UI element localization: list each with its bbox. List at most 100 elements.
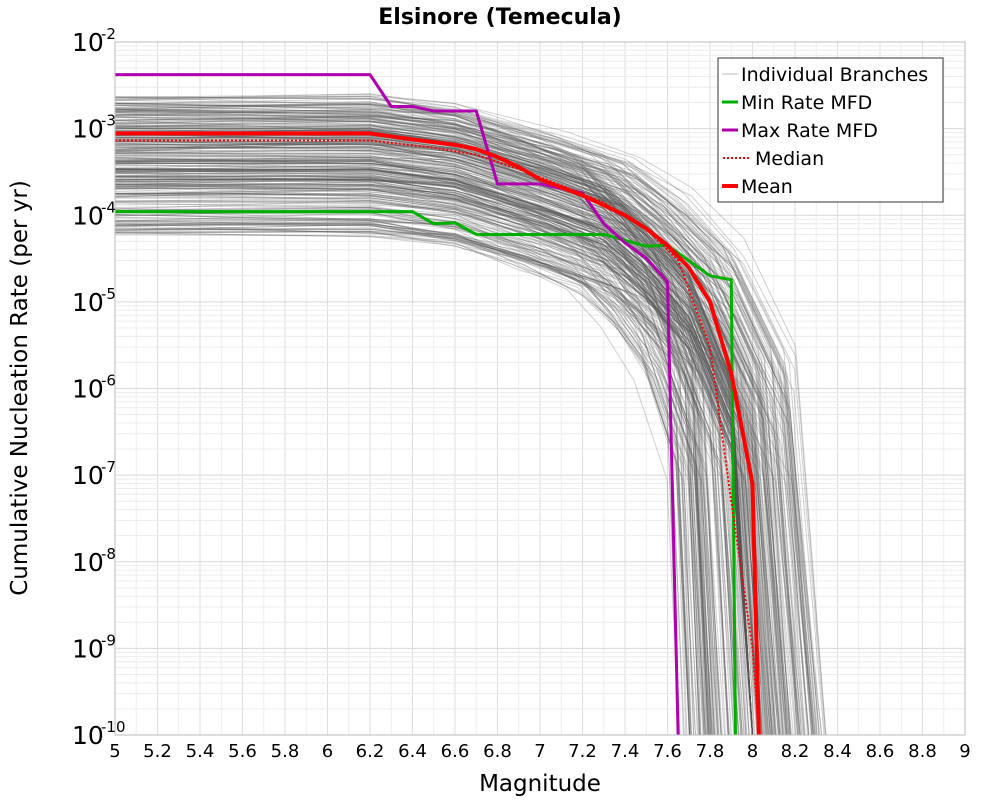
- branch-line: [114, 108, 783, 736]
- branch-line: [114, 184, 743, 736]
- y-tick-exponent: -3: [101, 112, 116, 130]
- y-tick-exponent: -2: [101, 25, 116, 43]
- branch-line: [114, 103, 709, 736]
- y-tick-exponent: -8: [101, 545, 116, 563]
- branch-line: [114, 93, 827, 736]
- branch-line: [114, 220, 735, 736]
- branch-line: [115, 128, 753, 736]
- branch-line: [114, 132, 715, 736]
- x-tick-label: 7.8: [696, 741, 725, 762]
- legend-label: Max Rate MFD: [741, 120, 878, 142]
- y-tick-label: 10: [72, 634, 104, 663]
- branch-line: [114, 176, 815, 736]
- legend-label: Min Rate MFD: [741, 92, 872, 114]
- y-tick-exponent: -6: [101, 372, 116, 390]
- x-tick-label: 6.8: [483, 741, 512, 762]
- branch-line: [114, 227, 823, 736]
- branch-line: [115, 175, 753, 736]
- branch-line: [114, 95, 813, 736]
- x-tick-label: 6.2: [356, 741, 385, 762]
- branch-line: [114, 115, 759, 736]
- branch-line: [114, 176, 730, 736]
- branch-line: [114, 207, 742, 736]
- branch-line: [114, 139, 816, 736]
- branch-line: [114, 103, 763, 736]
- branch-line: [114, 108, 768, 736]
- x-tick-label: 8.6: [866, 741, 895, 762]
- y-tick-exponent: -10: [101, 718, 126, 736]
- branch-line: [114, 153, 821, 736]
- branch-line: [114, 115, 817, 736]
- y-axis-label: Cumulative Nucleation Rate (per yr): [7, 180, 33, 596]
- branch-line: [114, 102, 806, 736]
- branch-line: [115, 171, 753, 736]
- branch-line: [114, 219, 790, 736]
- branch-line: [114, 224, 705, 736]
- branch-line: [114, 96, 798, 736]
- branch-line: [114, 223, 719, 736]
- branch-line: [114, 232, 722, 736]
- branch-line: [114, 220, 742, 736]
- branch-line: [115, 197, 753, 736]
- branch-line: [115, 137, 753, 736]
- y-tick-label: 10: [72, 201, 104, 230]
- branch-line: [114, 102, 773, 736]
- x-axis-label: Magnitude: [479, 771, 601, 797]
- chart-title: Elsinore (Temecula): [378, 5, 621, 30]
- branch-line: [114, 104, 688, 736]
- branch-line: [114, 107, 776, 736]
- branch-line: [114, 227, 769, 736]
- branch-line: [114, 116, 812, 736]
- branch-line: [114, 212, 736, 736]
- legend-label: Individual Branches: [741, 64, 928, 86]
- y-tick-label: 10: [72, 548, 104, 577]
- branch-line: [114, 118, 810, 736]
- branch-line: [114, 206, 801, 736]
- y-tick-label: 10: [72, 28, 104, 57]
- branch-line: [114, 109, 792, 736]
- branch-line: [114, 228, 753, 736]
- branch-line: [114, 209, 691, 736]
- branch-line: [114, 138, 705, 736]
- branch-line: [115, 152, 753, 736]
- branch-line: [114, 95, 702, 736]
- branch-line: [114, 133, 788, 736]
- y-tick-exponent: -9: [101, 631, 116, 649]
- y-tick-exponent: -7: [101, 458, 116, 476]
- series-median-line: [115, 139, 760, 736]
- branch-line: [114, 222, 761, 736]
- x-tick-label: 6.6: [441, 741, 470, 762]
- plot-frame: [114, 41, 966, 736]
- branch-line: [114, 109, 700, 736]
- branch-line: [115, 131, 753, 736]
- branch-line: [114, 216, 714, 736]
- branch-line: [115, 159, 753, 736]
- branch-line: [115, 169, 753, 736]
- x-tick-labels: 5 5.2 5.4 5.6 5.8 6 6.2 6.4 6.6 6.8 7 7.2 7.4 7.6 7.8 8…: [109, 741, 970, 762]
- branch-line: [114, 125, 786, 736]
- branch-line: [114, 114, 781, 736]
- branch-line: [114, 234, 816, 736]
- branch-line: [114, 120, 765, 736]
- branch-line: [114, 224, 745, 736]
- branch-line: [114, 213, 750, 736]
- series-layer: [115, 73, 761, 736]
- branch-line: [114, 98, 692, 736]
- x-tick-label: 7.2: [568, 741, 597, 762]
- y-tick-labels: 10-210-310-410-510-610-710-810-910-10: [72, 25, 126, 750]
- x-tick-label: 8.2: [781, 741, 810, 762]
- series-max-rate-mfd-line: [115, 73, 680, 736]
- branch-line: [114, 225, 743, 736]
- legend-box: [717, 57, 944, 203]
- branch-line: [114, 113, 815, 736]
- branch-line: [114, 157, 782, 736]
- branch-line: [114, 222, 791, 736]
- x-tick-label: 5: [109, 741, 120, 762]
- branch-line: [114, 189, 707, 736]
- branch-line: [115, 141, 753, 736]
- branch-line: [114, 166, 799, 736]
- x-tick-label: 6.4: [398, 741, 427, 762]
- branch-line: [114, 110, 760, 736]
- branch-line: [115, 125, 753, 736]
- branch-line: [114, 202, 690, 736]
